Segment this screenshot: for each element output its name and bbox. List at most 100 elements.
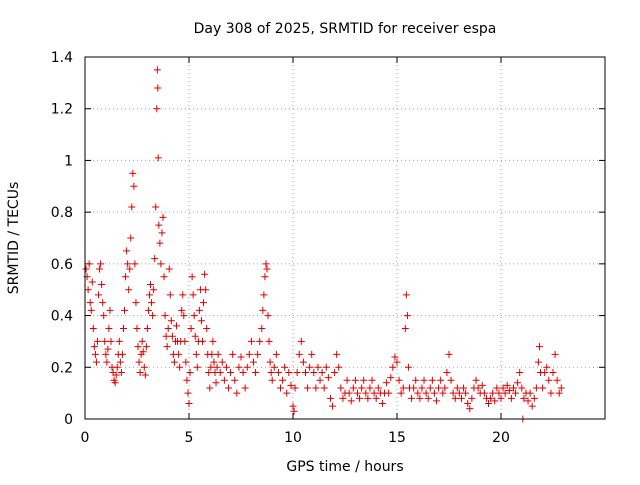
data-point xyxy=(287,381,295,389)
data-point xyxy=(335,363,343,371)
data-point xyxy=(362,389,370,397)
data-point xyxy=(96,265,104,273)
data-point xyxy=(370,389,378,397)
data-point xyxy=(107,337,115,345)
data-point xyxy=(91,350,99,358)
data-point xyxy=(460,384,468,392)
data-point xyxy=(243,363,251,371)
data-point xyxy=(145,291,153,299)
data-point xyxy=(161,312,169,320)
data-point xyxy=(281,363,289,371)
data-point xyxy=(539,384,547,392)
data-point xyxy=(168,332,176,340)
data-point xyxy=(153,66,161,74)
data-point xyxy=(132,299,140,307)
data-point xyxy=(435,384,443,392)
data-point xyxy=(349,384,357,392)
data-point xyxy=(249,358,257,366)
data-point xyxy=(391,353,399,361)
data-point xyxy=(158,229,166,237)
data-point xyxy=(166,291,174,299)
x-tick-label: 15 xyxy=(388,430,406,446)
data-point xyxy=(154,154,162,162)
data-point xyxy=(106,306,114,314)
data-point xyxy=(188,273,196,281)
data-point xyxy=(416,394,424,402)
data-point xyxy=(152,203,160,211)
data-point xyxy=(181,337,189,345)
data-point xyxy=(84,286,92,294)
data-point xyxy=(153,105,161,113)
data-point xyxy=(139,348,147,356)
data-point xyxy=(206,384,214,392)
data-point xyxy=(516,368,524,376)
data-point xyxy=(401,325,409,332)
data-point xyxy=(93,337,101,345)
data-point xyxy=(95,291,103,299)
data-point xyxy=(124,260,132,268)
data-point xyxy=(414,389,422,397)
data-point xyxy=(272,350,280,358)
data-point xyxy=(122,273,130,281)
data-point xyxy=(163,343,171,351)
data-point xyxy=(478,381,486,389)
data-point xyxy=(499,384,507,392)
data-point xyxy=(441,384,449,392)
data-point xyxy=(453,384,461,392)
y-tick-label: 0.6 xyxy=(51,257,73,273)
y-tick-label: 0.4 xyxy=(51,309,73,325)
data-point xyxy=(203,325,211,332)
data-point xyxy=(220,376,228,384)
data-point xyxy=(256,337,264,345)
data-point xyxy=(111,379,119,387)
data-point xyxy=(466,405,474,413)
data-point xyxy=(267,368,275,376)
data-point xyxy=(378,399,386,407)
data-point xyxy=(356,394,364,402)
data-point xyxy=(182,358,190,366)
data-point xyxy=(289,402,297,410)
data-point xyxy=(462,389,470,397)
data-point xyxy=(187,325,195,332)
data-point xyxy=(162,332,170,340)
y-tick-label: 0 xyxy=(64,412,73,428)
data-point xyxy=(97,260,105,268)
data-point xyxy=(92,358,100,366)
data-point xyxy=(126,265,134,273)
data-point xyxy=(551,350,559,358)
data-point xyxy=(127,234,135,242)
data-point xyxy=(322,363,330,371)
data-point xyxy=(428,376,436,384)
data-point xyxy=(430,389,438,397)
data-point xyxy=(241,384,249,392)
data-point xyxy=(509,384,517,392)
data-point xyxy=(514,379,522,387)
data-point xyxy=(372,394,380,402)
data-point xyxy=(159,213,167,221)
data-point xyxy=(526,389,534,397)
data-point xyxy=(333,350,341,358)
data-point xyxy=(201,270,209,278)
data-point xyxy=(464,399,472,407)
data-point xyxy=(495,389,503,397)
data-point xyxy=(112,371,120,379)
data-point xyxy=(535,343,543,351)
data-point xyxy=(472,376,480,384)
data-point xyxy=(290,407,298,415)
data-point xyxy=(555,389,563,397)
data-point xyxy=(195,306,203,314)
data-point xyxy=(353,389,361,397)
data-point xyxy=(190,312,198,320)
data-point xyxy=(262,260,270,268)
plot-frame xyxy=(84,56,606,420)
data-point xyxy=(117,368,125,376)
data-point xyxy=(445,350,453,358)
data-point xyxy=(105,325,113,332)
data-point xyxy=(383,379,391,387)
data-point xyxy=(408,394,416,402)
data-point xyxy=(218,358,226,366)
data-point xyxy=(229,350,237,358)
data-point xyxy=(368,376,376,384)
